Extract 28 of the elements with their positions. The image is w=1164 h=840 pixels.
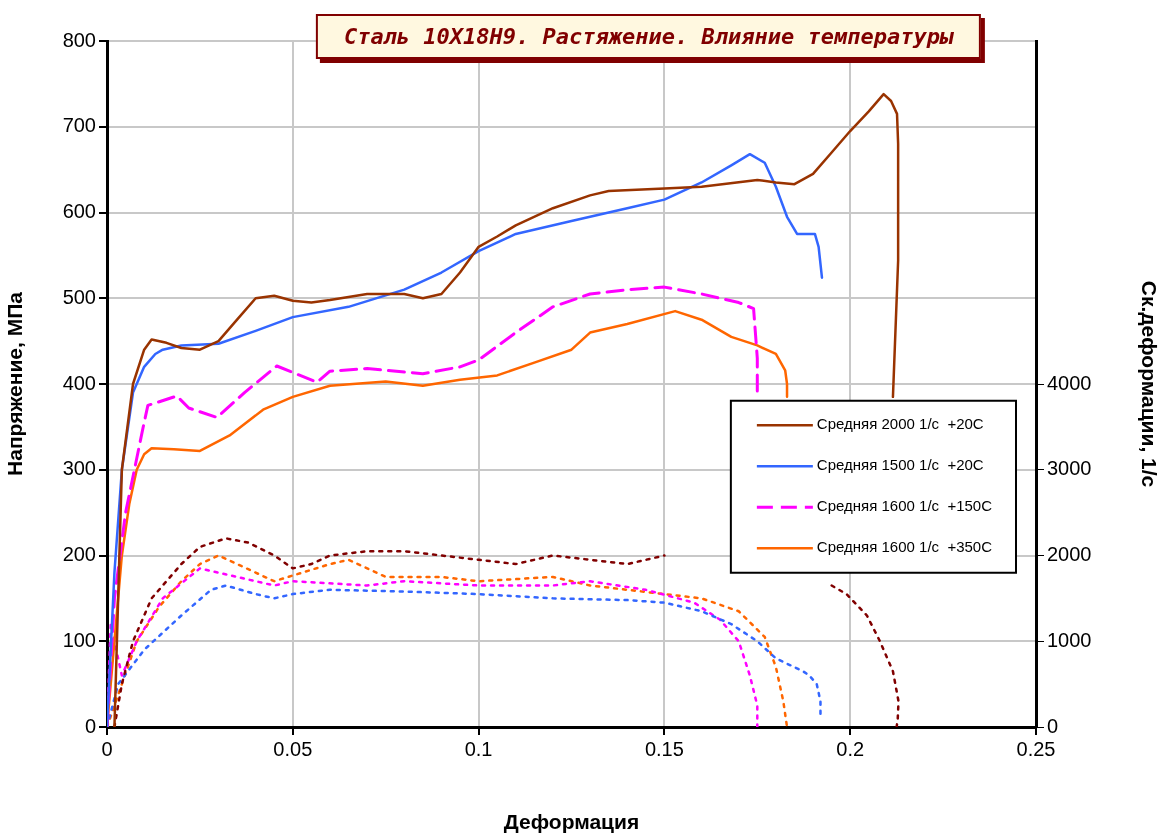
legend-label: Средняя 1600 1/с +350С bbox=[816, 538, 993, 556]
y-tick-label: 200 bbox=[62, 543, 96, 566]
y2-tick-label: 0 bbox=[1047, 714, 1059, 737]
y2-tick-label: 4000 bbox=[1047, 371, 1092, 394]
y-tick-label: 400 bbox=[62, 371, 96, 394]
y-tick-label: 600 bbox=[62, 200, 96, 223]
y-axis-title: Напряжение, МПа bbox=[3, 291, 27, 476]
chart-title: Сталь 10Х18Н9. Растяжение. Влияние температуры bbox=[315, 14, 982, 59]
legend-label: Средняя 1500 1/с +20С bbox=[816, 456, 984, 474]
y-tick-label: 700 bbox=[62, 114, 96, 137]
y-tick-label: 500 bbox=[62, 285, 96, 308]
x-tick-label: 0.2 bbox=[836, 737, 865, 760]
legend-label: Средняя 1600 1/с +150С bbox=[816, 497, 993, 515]
y-tick-label: 0 bbox=[84, 714, 96, 737]
y2-axis-title: Ск.деформации, 1/с bbox=[1137, 280, 1161, 488]
x-tick-label: 0 bbox=[101, 737, 113, 760]
y-tick-label: 100 bbox=[62, 628, 96, 651]
y-tick-label: 300 bbox=[62, 457, 96, 480]
x-tick-label: 0.25 bbox=[1016, 737, 1056, 760]
x-tick-label: 0.1 bbox=[464, 737, 493, 760]
x-tick-label: 0.05 bbox=[273, 737, 313, 760]
y2-tick-label: 2000 bbox=[1047, 543, 1092, 566]
y2-tick-label: 1000 bbox=[1047, 628, 1092, 651]
y2-tick-label: 3000 bbox=[1047, 457, 1092, 480]
x-tick-label: 0.15 bbox=[644, 737, 684, 760]
legend-label: Средняя 2000 1/с +20С bbox=[816, 415, 984, 433]
y-tick-label: 800 bbox=[62, 28, 96, 51]
x-axis-title: Деформация bbox=[503, 810, 640, 834]
